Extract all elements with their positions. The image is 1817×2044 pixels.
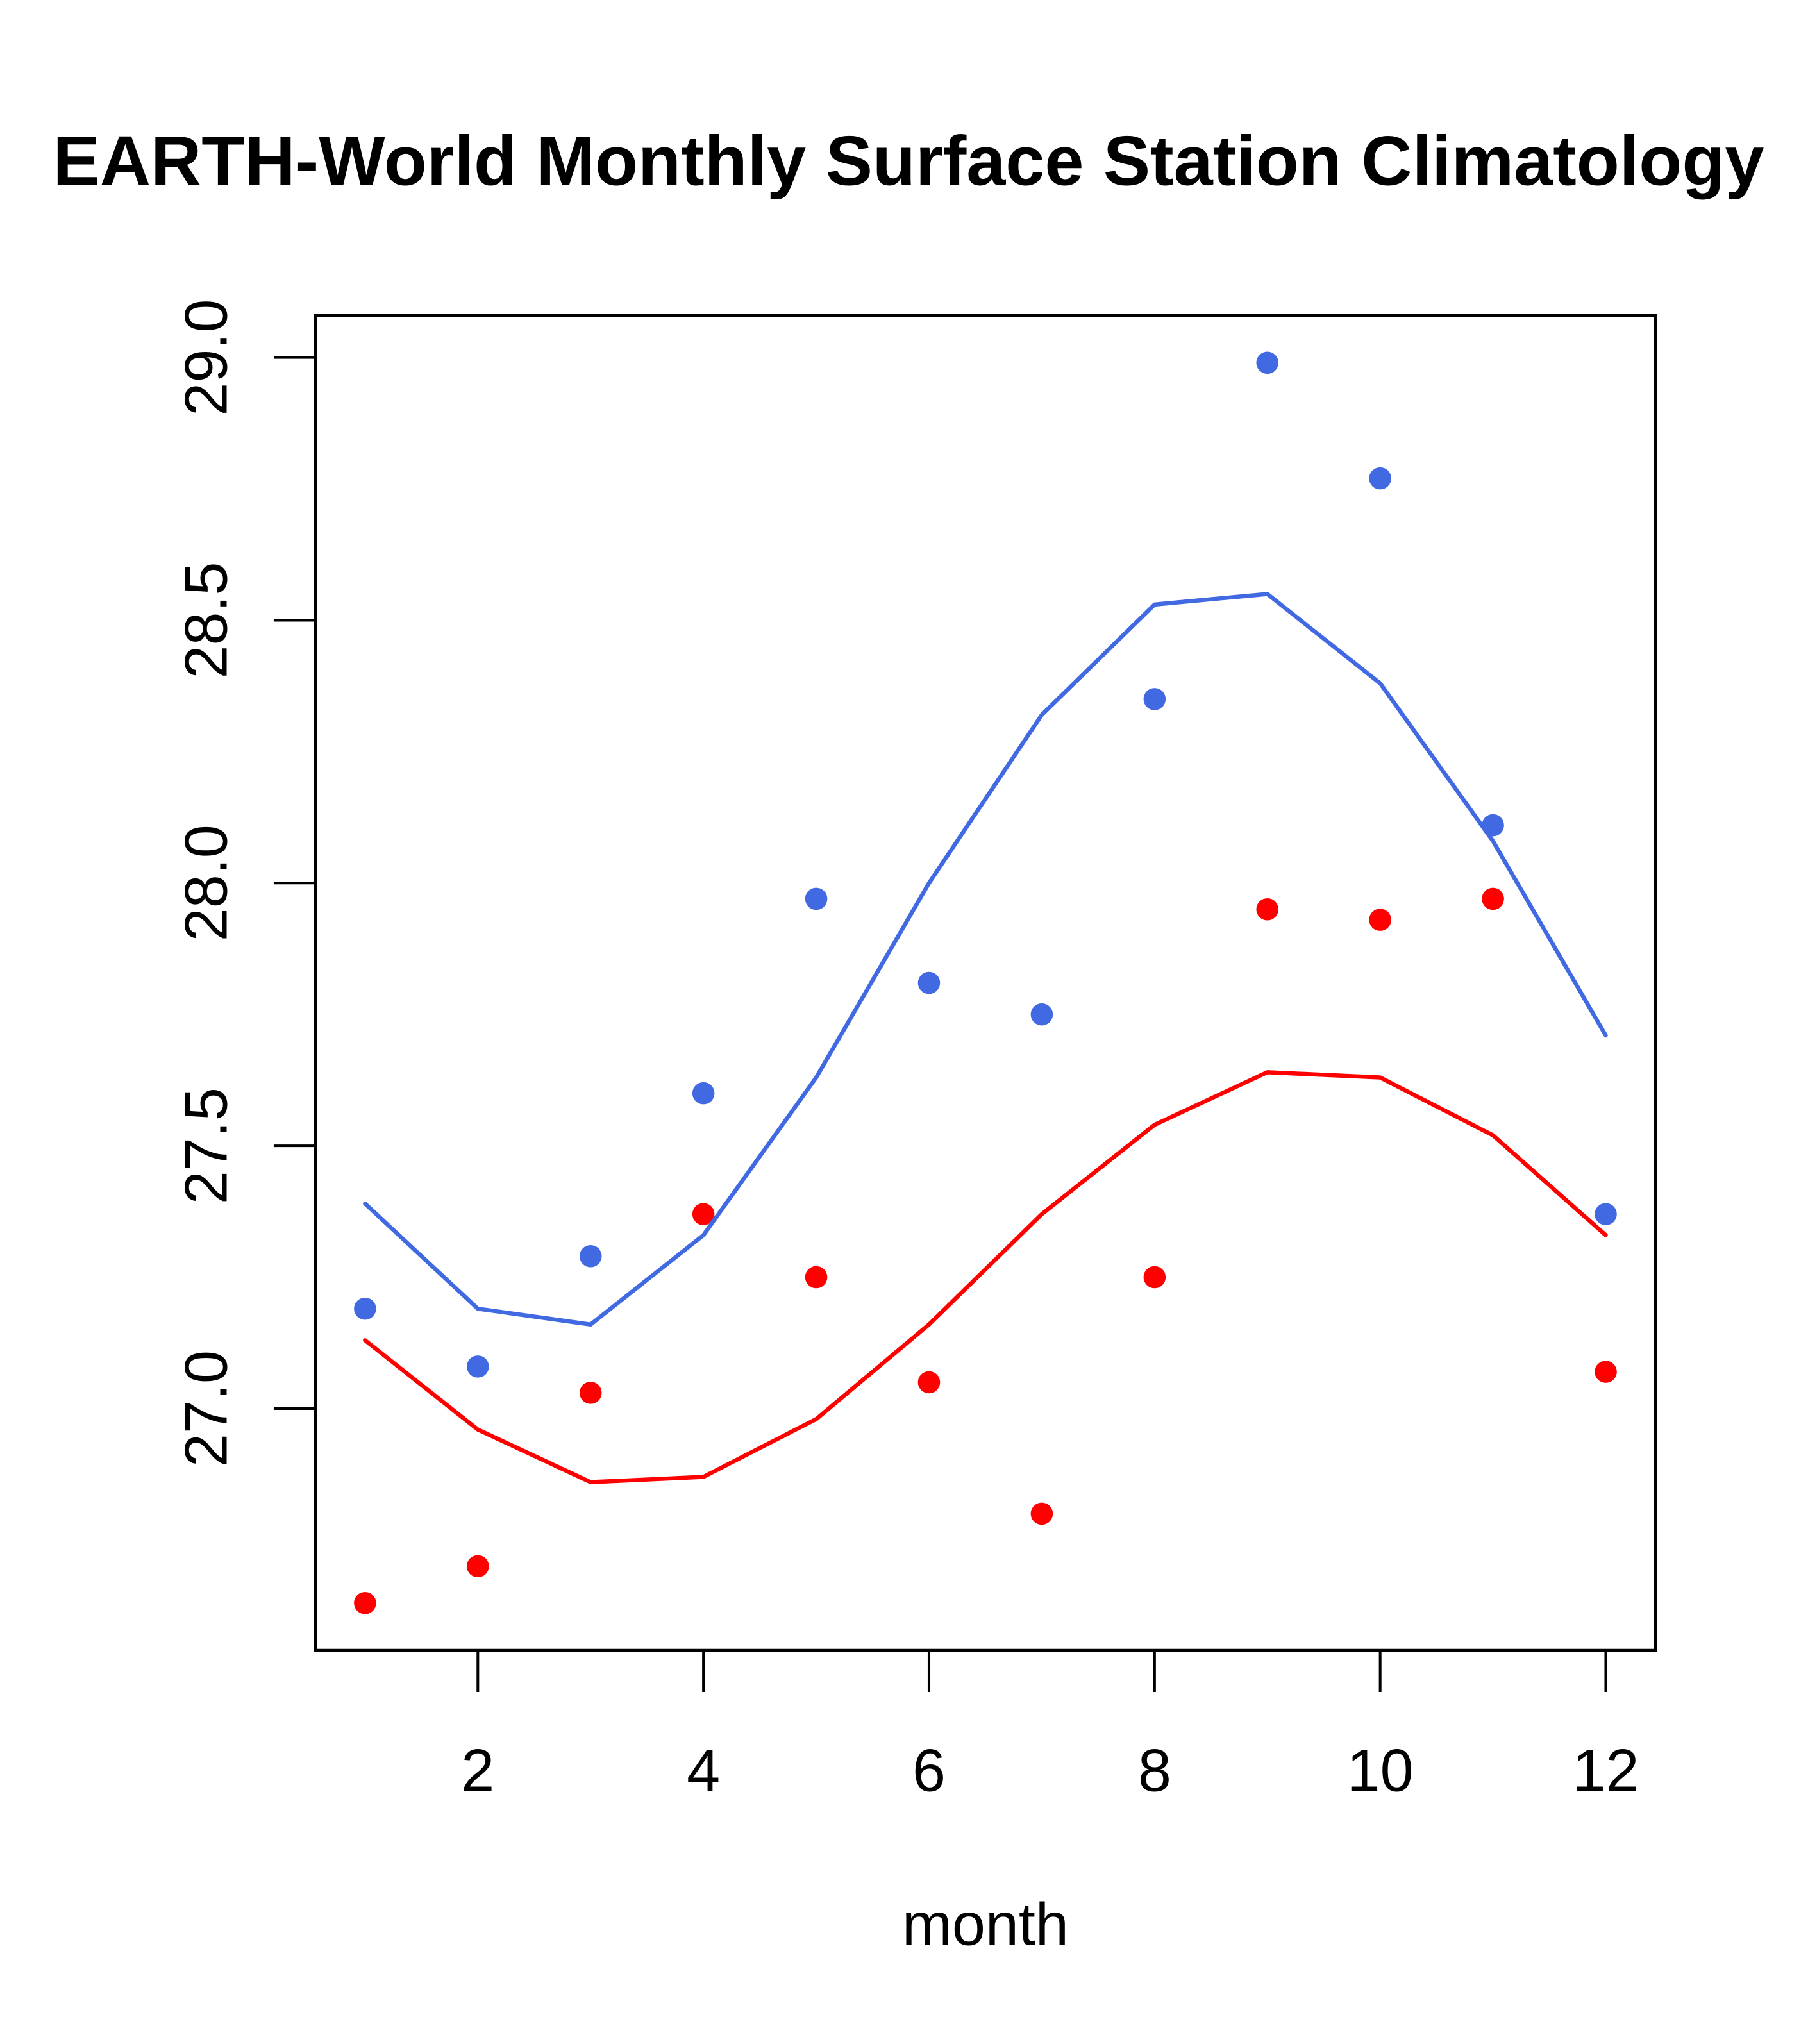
blue-points-point xyxy=(1030,1003,1053,1026)
red-points-point xyxy=(354,1591,376,1614)
blue-points-point xyxy=(467,1355,489,1378)
y-tick-label: 28.0 xyxy=(172,825,240,941)
blue-points-point xyxy=(579,1244,602,1268)
x-axis: 2 4 6 8 10 12 xyxy=(461,1650,1639,1804)
x-tick-label: 12 xyxy=(1572,1737,1639,1804)
y-tick-label: 29.0 xyxy=(172,299,240,416)
blue-points-point xyxy=(354,1297,376,1320)
red-points-point xyxy=(467,1555,489,1578)
red-points-point xyxy=(1369,909,1391,931)
x-tick-label: 4 xyxy=(687,1737,720,1804)
blue-points-point xyxy=(1595,1203,1617,1225)
red-points-point xyxy=(917,1371,941,1394)
blue-points-point xyxy=(1143,688,1166,710)
blue-points-point xyxy=(692,1082,715,1105)
red-points-point xyxy=(1143,1266,1166,1289)
blue-points-point xyxy=(805,887,828,910)
chart-title: EARTH-World Monthly Surface Station Clim… xyxy=(53,122,1764,201)
blue-points-point xyxy=(1369,467,1391,490)
red-points-point xyxy=(1595,1361,1617,1383)
red-points-point xyxy=(692,1203,715,1225)
y-tick-label: 27.5 xyxy=(172,1087,240,1204)
blue-points-series xyxy=(354,351,1617,1378)
plot-frame xyxy=(314,314,1657,1652)
x-axis-label: month xyxy=(902,1890,1069,1957)
red-points-point xyxy=(805,1266,828,1289)
red-points-series xyxy=(354,887,1617,1614)
y-tick-label: 27.0 xyxy=(172,1350,240,1467)
red-points-point xyxy=(1256,898,1279,921)
x-tick-label: 2 xyxy=(461,1737,494,1804)
y-axis: 27.0 27.5 28.0 28.5 29.0 xyxy=(172,299,315,1467)
red-points-point xyxy=(1030,1502,1053,1525)
red-points-point xyxy=(579,1382,602,1404)
series-layer xyxy=(354,351,1617,1614)
red-line-series xyxy=(363,1070,1608,1484)
blue-points-point xyxy=(917,971,941,994)
red-points-point xyxy=(1482,887,1504,910)
y-tick-label: 28.5 xyxy=(172,562,240,678)
blue-line-series xyxy=(363,592,1608,1327)
x-tick-label: 6 xyxy=(912,1737,946,1804)
blue-points-point xyxy=(1256,351,1279,374)
x-tick-label: 8 xyxy=(1138,1737,1171,1804)
x-tick-label: 10 xyxy=(1347,1737,1414,1804)
